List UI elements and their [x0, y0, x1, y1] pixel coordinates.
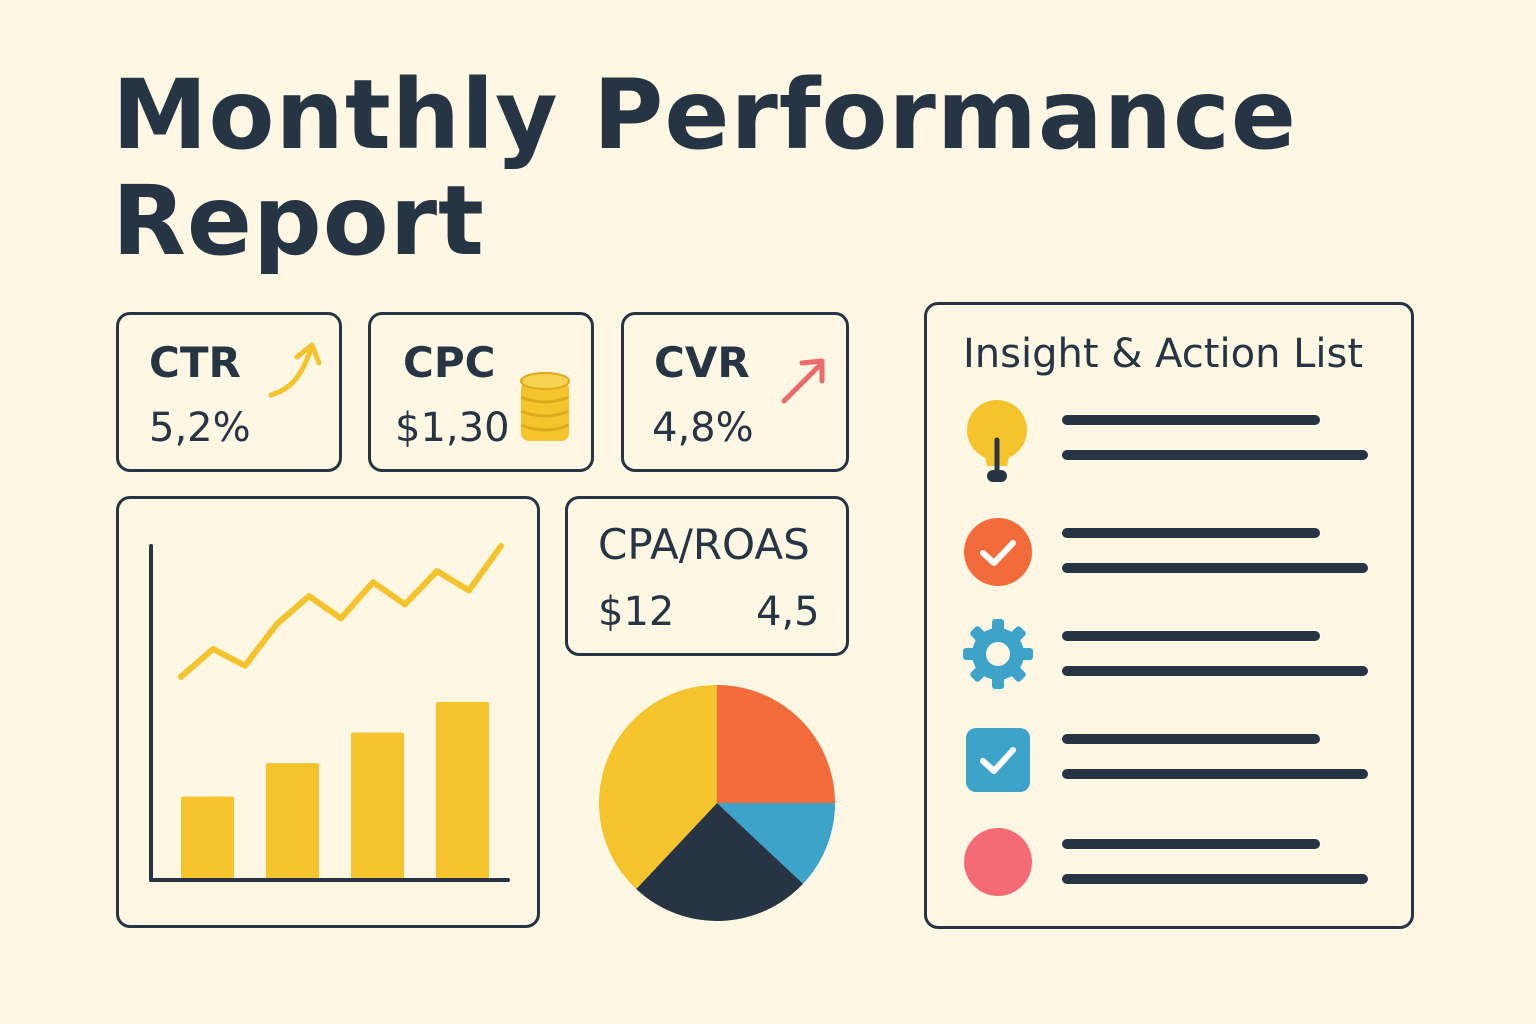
insight-line [1062, 769, 1368, 779]
bar-4 [436, 701, 489, 880]
kpi-cpa-roas-label: CPA/ROAS [598, 520, 810, 569]
kpi-cvr-value: 4,8% [652, 405, 754, 451]
gear-icon [963, 619, 1033, 689]
kpi-card-ctr: CTR 5,2% [116, 312, 342, 472]
coins-stack-icon [520, 372, 570, 441]
trend-line [178, 543, 504, 680]
pie-slice-orange [717, 685, 835, 803]
checkbox-checked-icon [966, 728, 1030, 792]
kpi-cpc-label: CPC [403, 338, 496, 387]
trend-chart-card [116, 496, 540, 928]
pie-slice-yellow [599, 685, 717, 890]
list-item [927, 723, 1417, 803]
insight-line [1062, 563, 1368, 573]
page-title-line-1: Monthly Performance [112, 59, 1298, 171]
lightbulb-icon [967, 400, 1027, 482]
page-title-line-2: Report [112, 165, 485, 277]
kpi-ctr-value: 5,2% [149, 405, 251, 451]
bar-3 [351, 732, 404, 880]
bar-1 [181, 796, 234, 880]
kpi-card-cpa-roas: CPA/ROAS $12 4,5 [565, 496, 849, 656]
kpi-cvr-label: CVR [654, 338, 750, 387]
insight-line [1062, 666, 1368, 676]
insight-action-list: Insight & Action List [924, 302, 1414, 929]
kpi-cpc-value: $1,30 [395, 405, 510, 451]
insight-line [1062, 839, 1320, 849]
page-title: Monthly Performance Report [112, 62, 1312, 274]
list-item [927, 613, 1417, 693]
list-item [927, 513, 1417, 593]
kpi-roas-value: 4,5 [756, 589, 820, 635]
pie-slice-blue [717, 803, 835, 884]
check-circle-icon [964, 518, 1032, 586]
insight-line [1062, 528, 1320, 538]
kpi-card-cvr: CVR 4,8% [621, 312, 849, 472]
pie-chart [599, 685, 835, 921]
insight-line [1062, 734, 1320, 744]
dot-icon [964, 828, 1032, 896]
trend-up-arrow-icon [268, 342, 322, 398]
bar-2 [266, 763, 319, 880]
insight-line [1062, 874, 1368, 884]
insight-line [1062, 415, 1320, 425]
list-item [927, 400, 1417, 490]
list-item [927, 825, 1417, 905]
insight-list-title: Insight & Action List [963, 331, 1364, 377]
trend-chart [149, 543, 510, 882]
kpi-cpa-value: $12 [598, 589, 675, 635]
pie-slice-dark [636, 803, 804, 921]
kpi-card-cpc: CPC $1,30 [368, 312, 594, 472]
trend-up-arrow-icon [781, 358, 825, 404]
insight-line [1062, 450, 1368, 460]
kpi-ctr-label: CTR [149, 338, 241, 387]
insight-line [1062, 631, 1320, 641]
